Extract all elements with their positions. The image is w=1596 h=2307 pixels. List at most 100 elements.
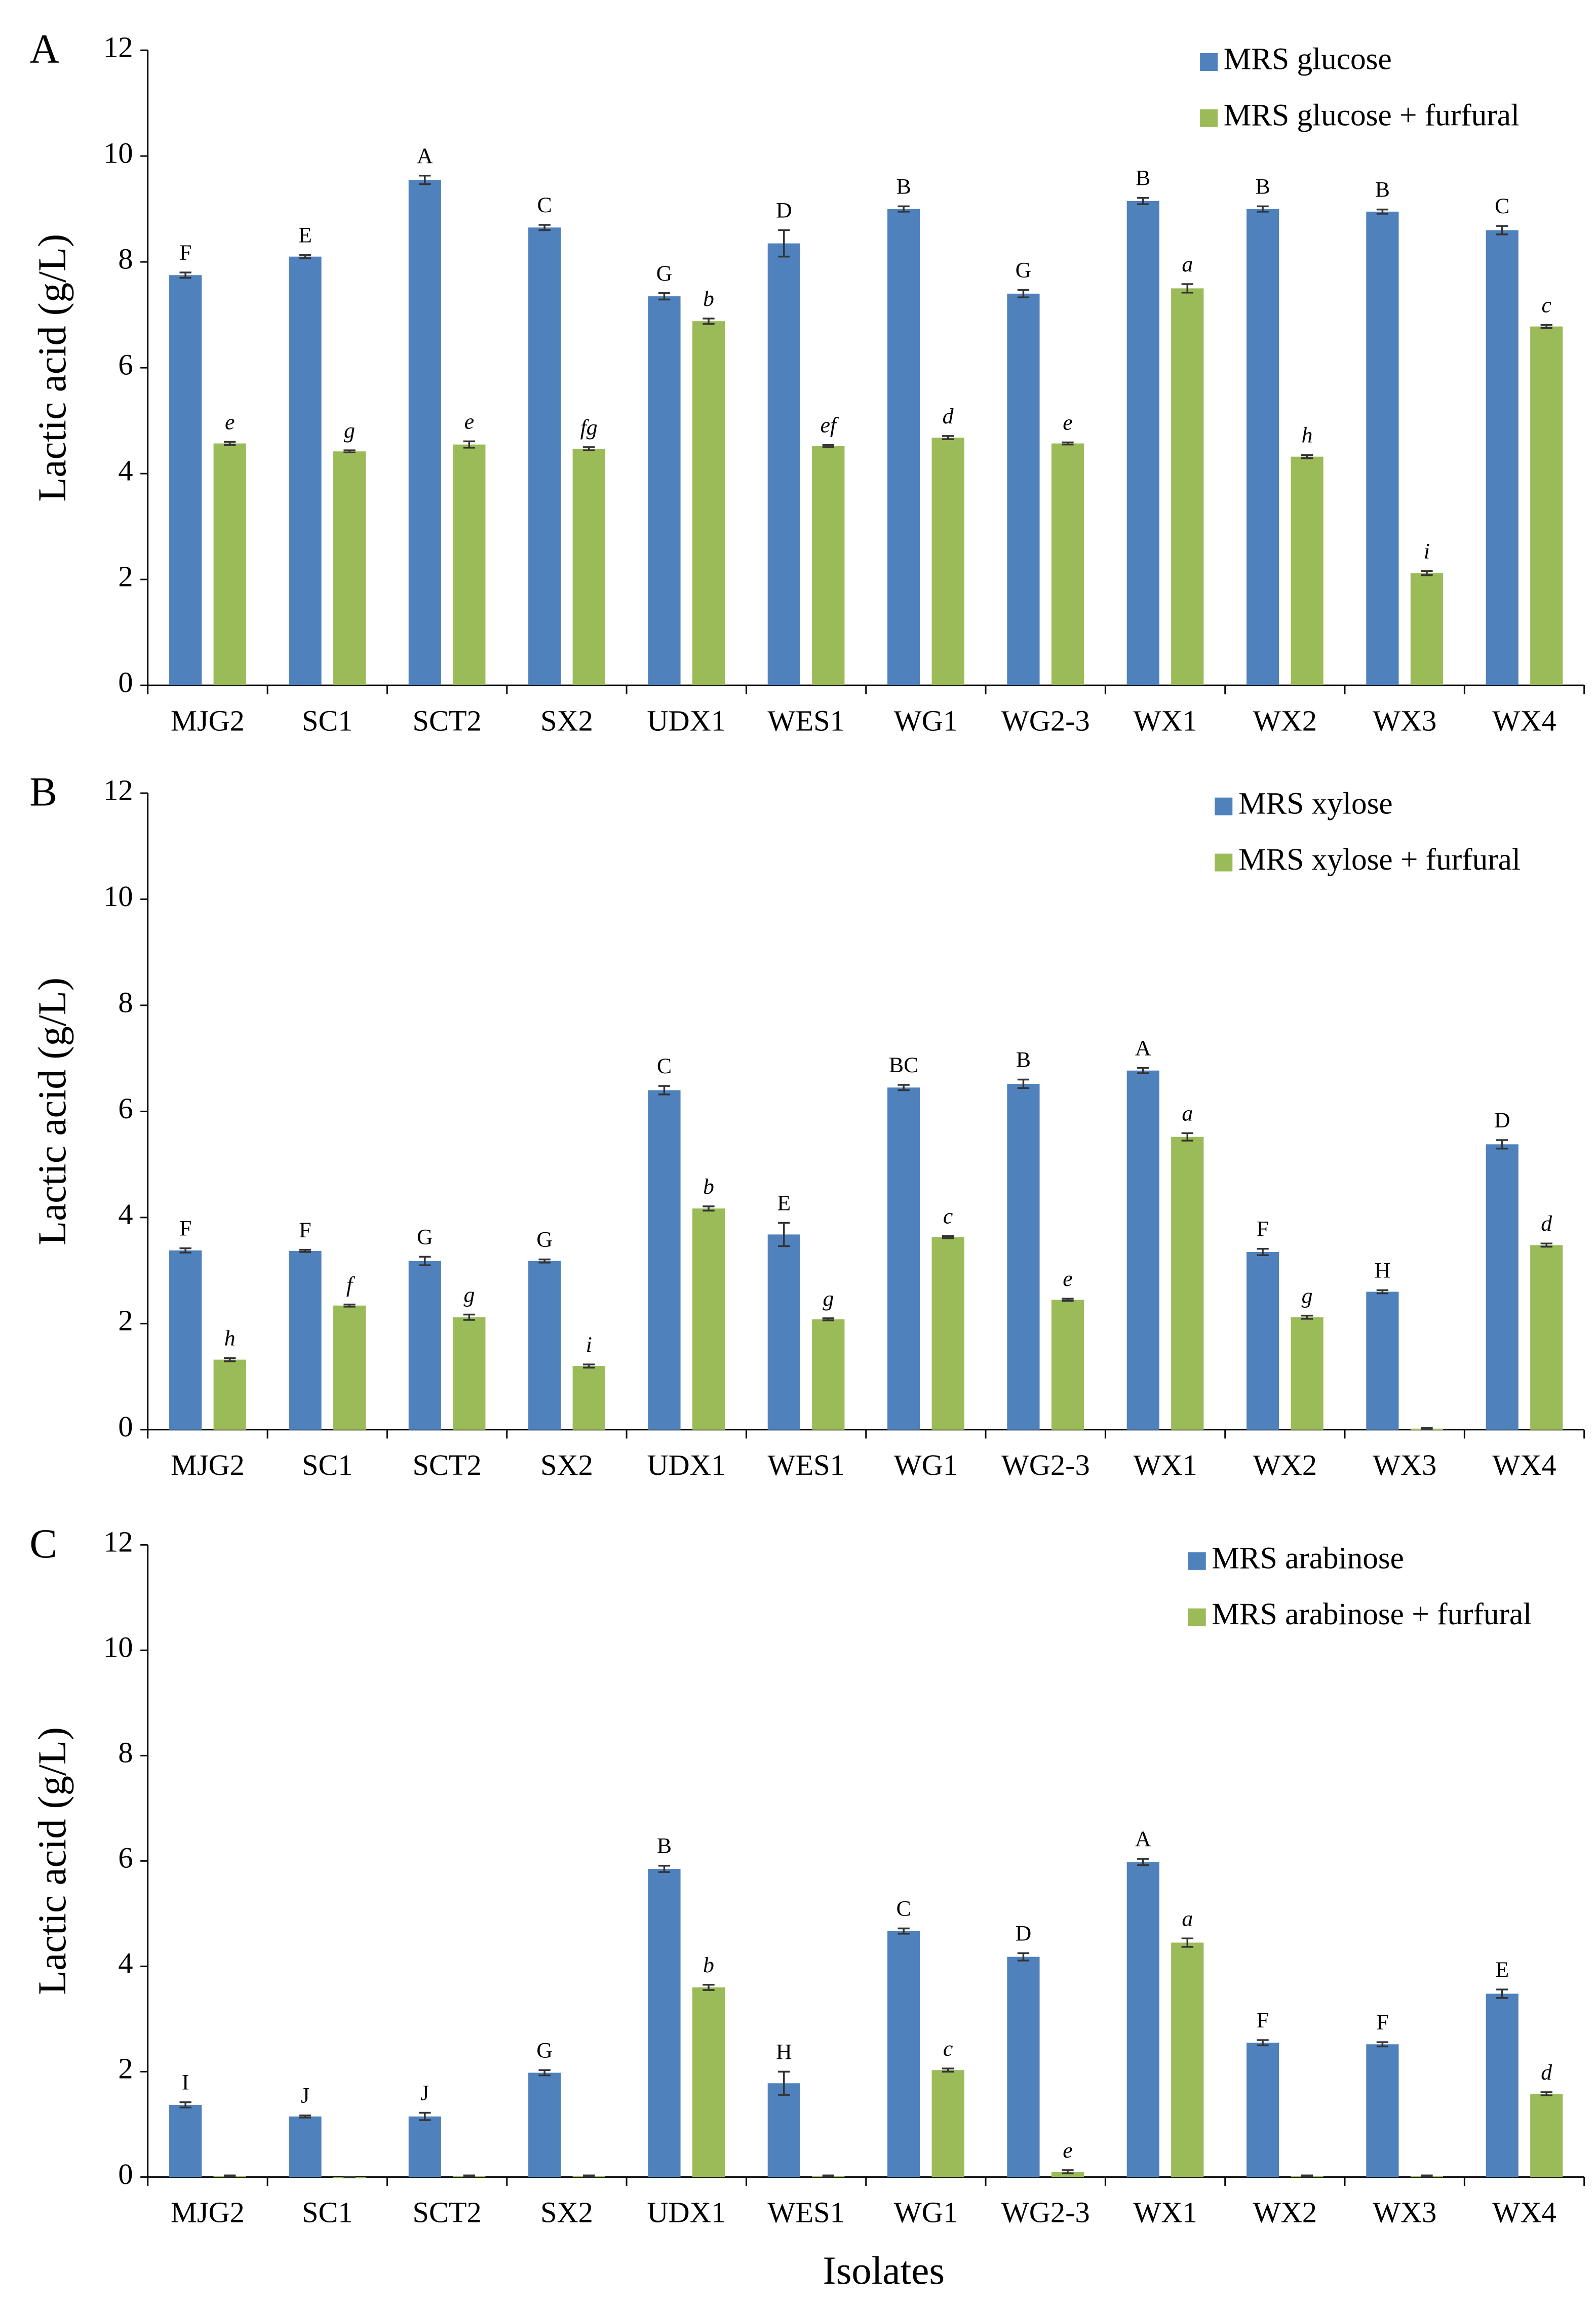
bar (1366, 211, 1399, 686)
x-tick-label: WX3 (1373, 2196, 1436, 2229)
x-tick-label: SX2 (540, 704, 593, 737)
x-tick-label: WX4 (1492, 1449, 1556, 1481)
y-tick-label: 4 (118, 454, 133, 487)
bar (169, 275, 202, 686)
panel-label: B (29, 769, 57, 815)
bar (289, 1250, 322, 1430)
significance-letter: D (776, 198, 792, 222)
bar (1530, 1245, 1563, 1430)
significance-letter: c (943, 1204, 953, 1229)
legend-swatch (1188, 1608, 1206, 1626)
x-tick-label: SCT2 (412, 704, 481, 737)
significance-letter: i (586, 1333, 592, 1357)
bar (453, 444, 486, 686)
bar (1007, 293, 1040, 686)
significance-letter: e (225, 410, 235, 434)
x-tick-label: SX2 (540, 2196, 593, 2229)
y-tick-label: 8 (118, 243, 133, 276)
x-tick-label: WX1 (1133, 2196, 1197, 2229)
bar (1171, 288, 1204, 686)
significance-letter: G (1016, 258, 1032, 283)
legend-label: MRS glucose (1224, 42, 1392, 76)
bar (1171, 1942, 1204, 2177)
bar (1007, 1083, 1040, 1430)
bar (692, 321, 725, 686)
significance-letter: F (1376, 2010, 1388, 2035)
significance-letter: e (1063, 1267, 1072, 1291)
y-tick-label: 6 (118, 1092, 133, 1125)
significance-letter: E (298, 223, 312, 248)
significance-letter: c (1542, 293, 1551, 318)
y-tick-label: 10 (103, 880, 133, 913)
significance-letter: F (299, 1218, 311, 1242)
significance-letter: e (1063, 411, 1072, 435)
legend-swatch (1215, 853, 1233, 872)
y-tick-label: 12 (103, 31, 133, 64)
bar (887, 1087, 920, 1430)
significance-letter: A (1135, 1036, 1151, 1061)
y-axis-label: Lactic acid (g/L) (30, 234, 74, 502)
significance-letter: G (536, 1228, 553, 1252)
x-tick-label: SCT2 (412, 1449, 481, 1481)
x-tick-label: WX4 (1492, 2196, 1556, 2229)
bar (1291, 1317, 1323, 1430)
significance-letter: a (1182, 252, 1193, 277)
bar (408, 2116, 441, 2177)
significance-letter: B (1016, 1048, 1031, 1072)
bar (1486, 230, 1519, 686)
significance-letter: b (703, 1953, 714, 1977)
legend-label: MRS arabinose + furfural (1212, 1597, 1532, 1631)
significance-letter: B (1136, 166, 1150, 190)
x-tick-label: SC1 (302, 2196, 353, 2229)
x-tick-label: WX2 (1253, 704, 1317, 737)
bar (1051, 2171, 1084, 2177)
y-tick-label: 10 (103, 137, 133, 170)
significance-letter: a (1182, 1101, 1193, 1125)
significance-letter: J (301, 2084, 309, 2108)
bar (1246, 2043, 1279, 2177)
x-tick-label: WG1 (894, 1449, 958, 1481)
legend-swatch (1200, 53, 1218, 71)
significance-letter: B (897, 174, 911, 199)
x-tick-label: WX2 (1253, 1449, 1317, 1481)
significance-letter: D (1016, 1921, 1032, 1945)
y-axis-label: Lactic acid (g/L) (30, 1727, 74, 1995)
panel-label: C (29, 1520, 57, 1567)
significance-letter: D (1494, 1108, 1510, 1132)
significance-letter: ef (821, 413, 839, 438)
bar (692, 1208, 725, 1430)
legend-label: MRS arabinose (1212, 1541, 1404, 1575)
bar (453, 1317, 486, 1430)
bar (887, 1931, 920, 2177)
x-tick-label: UDX1 (647, 2196, 726, 2229)
bar (333, 1305, 366, 1430)
bar (1126, 201, 1159, 686)
bar (333, 451, 366, 686)
x-tick-label: WG1 (894, 704, 958, 737)
legend-swatch (1200, 109, 1218, 127)
y-tick-label: 10 (103, 1631, 133, 1664)
y-tick-label: 12 (103, 1526, 133, 1558)
bar (289, 256, 322, 686)
bar (1486, 1993, 1519, 2177)
bar (887, 209, 920, 686)
bar (1007, 1957, 1040, 2177)
significance-letter: BC (889, 1053, 918, 1077)
bar (1486, 1144, 1519, 1430)
bar (767, 2083, 800, 2177)
bar (408, 180, 441, 686)
bar (648, 1868, 681, 2177)
legend-label: MRS xylose (1238, 786, 1393, 820)
bar (572, 1366, 605, 1430)
bar (408, 1261, 441, 1430)
bar (1366, 1292, 1399, 1430)
significance-letter: B (657, 1834, 672, 1858)
bar (1366, 2044, 1399, 2177)
x-tick-label: SX2 (540, 1449, 593, 1481)
bar (812, 1319, 845, 1430)
y-axis-label: Lactic acid (g/L) (30, 977, 74, 1245)
significance-letter: J (420, 2081, 429, 2105)
significance-letter: F (179, 241, 191, 265)
